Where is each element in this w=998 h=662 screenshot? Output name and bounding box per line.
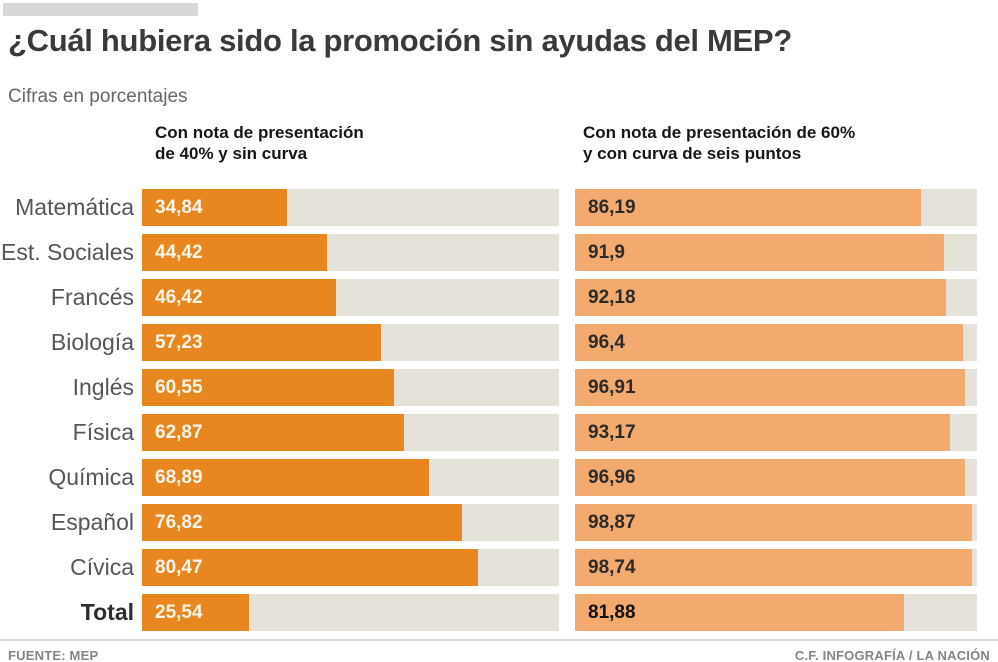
left-bar-value: 60,55	[155, 376, 203, 398]
left-column-heading-line2: de 40% y sin curva	[155, 144, 308, 163]
left-bar: 57,23	[142, 324, 381, 361]
left-bar-track: 25,54	[142, 594, 559, 631]
left-bar-track: 76,82	[142, 504, 559, 541]
category-label: Inglés	[72, 374, 134, 400]
right-bar-value: 92,18	[588, 286, 636, 308]
left-bar-track: 68,89	[142, 459, 559, 496]
left-bar-value: 68,89	[155, 466, 203, 488]
left-bar-track: 34,84	[142, 189, 559, 226]
right-bar: 93,17	[575, 414, 950, 451]
left-bar: 44,42	[142, 234, 328, 271]
right-bar-value: 91,9	[588, 241, 625, 263]
left-bar-value: 62,87	[155, 421, 203, 443]
right-bar: 98,87	[575, 504, 973, 541]
right-bar-track: 98,87	[575, 504, 977, 541]
right-bar-value: 96,91	[588, 376, 636, 398]
right-bar: 96,4	[575, 324, 963, 361]
left-column-heading-line1: Con nota de presentación	[155, 123, 364, 142]
right-bar-value: 93,17	[588, 421, 636, 443]
right-bar: 81,88	[575, 594, 905, 631]
left-bar-value: 80,47	[155, 556, 203, 578]
category-label: Español	[50, 509, 134, 535]
top-gray-bar	[3, 3, 198, 16]
chart-subtitle: Cifras en porcentajes	[8, 86, 188, 107]
left-bar-track: 57,23	[142, 324, 559, 361]
table-row: Biología 57,23 96,4	[0, 324, 998, 361]
right-bar: 91,9	[575, 234, 945, 271]
chart-rows: Matemática 34,84 86,19 Est. Sociales 44,…	[0, 189, 998, 631]
right-bar-track: 92,18	[575, 279, 977, 316]
left-bar: 76,82	[142, 504, 463, 541]
right-bar-track: 86,19	[575, 189, 977, 226]
column-headings: Con nota de presentación de 40% y sin cu…	[0, 122, 998, 164]
table-row: Matemática 34,84 86,19	[0, 189, 998, 226]
right-bar: 86,19	[575, 189, 922, 226]
left-bar-track: 80,47	[142, 549, 559, 586]
right-bar-track: 81,88	[575, 594, 977, 631]
label-column-spacer	[0, 122, 150, 164]
page-title: ¿Cuál hubiera sido la promoción sin ayud…	[8, 23, 792, 58]
right-bar-track: 91,9	[575, 234, 977, 271]
source-credit: FUENTE: MEP	[8, 648, 99, 662]
right-bar-track: 98,74	[575, 549, 977, 586]
right-column-heading-line2: y con curva de seis puntos	[583, 144, 802, 163]
right-bar-track: 93,17	[575, 414, 977, 451]
right-bar-value: 96,96	[588, 466, 636, 488]
table-row: Est. Sociales 44,42 91,9	[0, 234, 998, 271]
left-bar-track: 62,87	[142, 414, 559, 451]
right-bar-value: 86,19	[588, 196, 636, 218]
table-row: Total 25,54 81,88	[0, 594, 998, 631]
table-row: Francés 46,42 92,18	[0, 279, 998, 316]
table-row: Física 62,87 93,17	[0, 414, 998, 451]
left-bar-value: 76,82	[155, 511, 203, 533]
left-bar: 62,87	[142, 414, 405, 451]
right-bar: 96,91	[575, 369, 965, 406]
left-bar-value: 46,42	[155, 286, 203, 308]
category-label: Química	[48, 464, 134, 490]
category-label: Francés	[50, 284, 134, 310]
category-label: Est. Sociales	[1, 239, 134, 265]
left-bar: 46,42	[142, 279, 336, 316]
right-bar: 98,74	[575, 549, 972, 586]
column-gap	[567, 122, 583, 164]
category-label: Física	[72, 419, 134, 445]
left-bar-value: 44,42	[155, 241, 203, 263]
right-bar: 92,18	[575, 279, 946, 316]
left-bar: 80,47	[142, 549, 478, 586]
left-bar: 25,54	[142, 594, 249, 631]
right-bar-value: 98,74	[588, 556, 636, 578]
infographic-credit: C.F. INFOGRAFÍA / LA NACIÓN	[794, 648, 990, 662]
table-row: Español 76,82 98,87	[0, 504, 998, 541]
right-bar-track: 96,96	[575, 459, 977, 496]
right-bar-value: 98,87	[588, 511, 636, 533]
left-bar-track: 44,42	[142, 234, 559, 271]
left-bar-value: 25,54	[155, 601, 203, 623]
footer: FUENTE: MEP C.F. INFOGRAFÍA / LA NACIÓN	[0, 639, 998, 662]
right-bar-value: 81,88	[588, 601, 636, 623]
left-bar-value: 34,84	[155, 196, 203, 218]
table-row: Inglés 60,55 96,91	[0, 369, 998, 406]
left-column-heading: Con nota de presentación de 40% y sin cu…	[150, 122, 567, 164]
right-bar-track: 96,91	[575, 369, 977, 406]
category-label: Biología	[50, 329, 134, 355]
left-bar-value: 57,23	[155, 331, 203, 353]
right-column-heading: Con nota de presentación de 60% y con cu…	[583, 122, 985, 164]
right-bar-track: 96,4	[575, 324, 977, 361]
left-bar-track: 60,55	[142, 369, 559, 406]
category-label: Cívica	[70, 554, 134, 580]
right-bar-value: 96,4	[588, 331, 625, 353]
left-bar-track: 46,42	[142, 279, 559, 316]
category-label: Total	[80, 599, 134, 625]
right-column-heading-line1: Con nota de presentación de 60%	[583, 123, 856, 142]
table-row: Química 68,89 96,96	[0, 459, 998, 496]
left-bar: 68,89	[142, 459, 430, 496]
table-row: Cívica 80,47 98,74	[0, 549, 998, 586]
left-bar: 60,55	[142, 369, 395, 406]
right-bar: 96,96	[575, 459, 965, 496]
left-bar: 34,84	[142, 189, 288, 226]
category-label: Matemática	[15, 194, 134, 220]
